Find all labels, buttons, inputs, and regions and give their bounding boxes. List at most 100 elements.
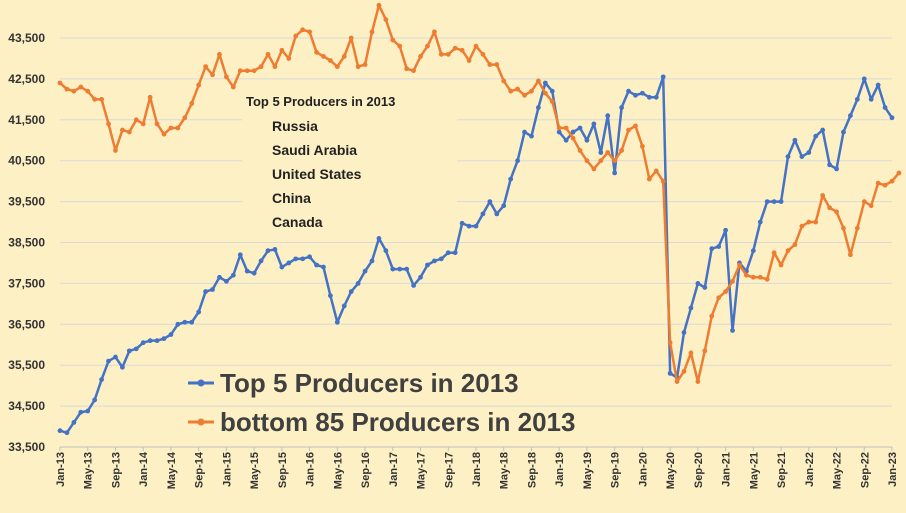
data-point-bottom85-36: [307, 29, 312, 35]
x-tick-label-21: Jan-20: [637, 452, 649, 487]
data-point-top5-3: [78, 409, 84, 415]
data-point-top5-86: [653, 94, 659, 100]
data-point-top5-120: [889, 115, 895, 121]
data-point-top5-111: [827, 162, 832, 168]
x-tick-label-3: Jan-14: [138, 451, 150, 487]
data-point-bottom85-73: [563, 125, 569, 131]
data-point-bottom85-53: [425, 43, 430, 49]
x-axis: Jan-13 May-13 Sep-13 Jan-14 May-14 Sep-14 Jan-…: [55, 446, 899, 489]
data-point-top5-60: [473, 223, 479, 229]
data-point-bottom85-111: [827, 205, 832, 211]
data-point-top5-35: [300, 256, 306, 262]
data-point-bottom85-9: [120, 127, 125, 133]
data-point-bottom85-47: [383, 17, 389, 22]
data-point-bottom85-118: [875, 180, 881, 186]
data-point-top5-18: [182, 319, 188, 325]
data-point-bottom85-29: [258, 64, 264, 70]
data-point-bottom85-117: [868, 203, 874, 209]
data-point-top5-1: [64, 430, 70, 436]
data-point-top5-43: [355, 281, 361, 286]
x-tick-label-4: May-14: [166, 451, 178, 489]
legend-marker-top5: [197, 379, 205, 387]
data-point-bottom85-30: [265, 51, 271, 57]
data-point-top5-61: [480, 211, 486, 217]
data-point-top5-78: [598, 150, 604, 155]
data-point-top5-103: [771, 199, 777, 205]
legend-marker-bottom85: [197, 418, 205, 426]
data-point-bottom85-74: [570, 135, 576, 141]
data-point-bottom85-10: [126, 129, 132, 135]
data-point-top5-115: [854, 96, 860, 102]
data-point-bottom85-70: [542, 90, 548, 96]
data-point-bottom85-15: [161, 131, 167, 137]
data-point-bottom85-120: [889, 178, 895, 184]
data-point-bottom85-37: [314, 49, 319, 55]
data-point-top5-104: [778, 199, 784, 205]
data-point-bottom85-7: [106, 121, 111, 127]
data-point-top5-87: [660, 74, 666, 80]
data-point-top5-109: [813, 133, 819, 139]
data-point-bottom85-25: [230, 84, 236, 90]
x-tick-label-1: May-13: [83, 452, 95, 489]
x-tick-label-2: Sep-13: [110, 452, 122, 488]
data-point-top5-45: [369, 258, 375, 264]
x-tick-label-9: Jan-16: [305, 452, 317, 487]
data-point-bottom85-94: [709, 313, 715, 319]
x-tick-label-29: Sep-22: [859, 452, 871, 488]
data-point-bottom85-116: [861, 199, 867, 205]
data-point-top5-69: [536, 105, 541, 110]
data-point-bottom85-39: [328, 58, 333, 63]
data-point-bottom85-96: [723, 289, 728, 294]
x-tick-label-17: Sep-18: [526, 452, 538, 488]
series-top5: [57, 74, 895, 436]
x-tick-label-18: Jan-19: [554, 452, 566, 487]
data-point-bottom85-108: [806, 219, 812, 225]
data-point-bottom85-1: [64, 86, 70, 92]
data-point-top5-29: [258, 258, 264, 264]
data-point-top5-12: [140, 340, 146, 346]
data-point-bottom85-14: [154, 121, 160, 127]
data-point-top5-48: [390, 266, 396, 272]
data-point-top5-95: [716, 244, 722, 249]
data-point-bottom85-32: [279, 47, 285, 53]
data-point-top5-97: [730, 328, 735, 333]
x-tick-label-23: Sep-20: [693, 452, 705, 488]
data-point-top5-65: [508, 176, 514, 182]
data-point-bottom85-84: [640, 143, 645, 149]
data-point-top5-44: [362, 268, 368, 274]
data-point-bottom85-22: [210, 72, 215, 78]
data-point-bottom85-2: [71, 88, 77, 94]
x-tick-label-27: Jan-22: [804, 452, 816, 487]
annotation-item-united-states: United States: [272, 166, 362, 182]
data-point-bottom85-81: [619, 148, 624, 153]
data-point-bottom85-67: [522, 92, 527, 98]
data-point-top5-5: [92, 397, 98, 403]
data-point-bottom85-17: [175, 125, 181, 131]
data-point-bottom85-21: [203, 64, 209, 70]
data-point-top5-107: [799, 154, 805, 160]
y-tick-label-6: 39,500: [8, 195, 45, 209]
legend-label-top5: Top 5 Producers in 2013: [220, 368, 519, 398]
x-tick-label-11: Sep-16: [360, 452, 372, 488]
data-point-bottom85-77: [591, 166, 597, 172]
x-tick-label-14: Sep-17: [443, 452, 455, 488]
data-point-bottom85-44: [362, 62, 368, 67]
data-point-top5-59: [466, 223, 472, 229]
data-point-bottom85-34: [293, 33, 299, 39]
data-point-top5-101: [757, 219, 763, 225]
data-point-bottom85-93: [702, 348, 708, 354]
x-tick-label-30: Jan-23: [887, 452, 899, 487]
data-point-top5-114: [848, 113, 853, 119]
data-point-top5-19: [189, 319, 195, 325]
data-point-top5-36: [307, 254, 312, 260]
annotation-background: [242, 86, 457, 234]
data-point-bottom85-64: [501, 78, 507, 84]
y-tick-label-1: 34,500: [8, 399, 45, 413]
legend-label-bottom85: bottom 85 Producers in 2013: [220, 407, 575, 437]
gridlines: [60, 37, 892, 448]
data-point-top5-34: [293, 256, 299, 262]
data-point-bottom85-23: [217, 51, 222, 57]
data-point-top5-94: [709, 246, 715, 252]
data-point-bottom85-119: [882, 182, 888, 188]
data-point-bottom85-46: [376, 2, 382, 8]
